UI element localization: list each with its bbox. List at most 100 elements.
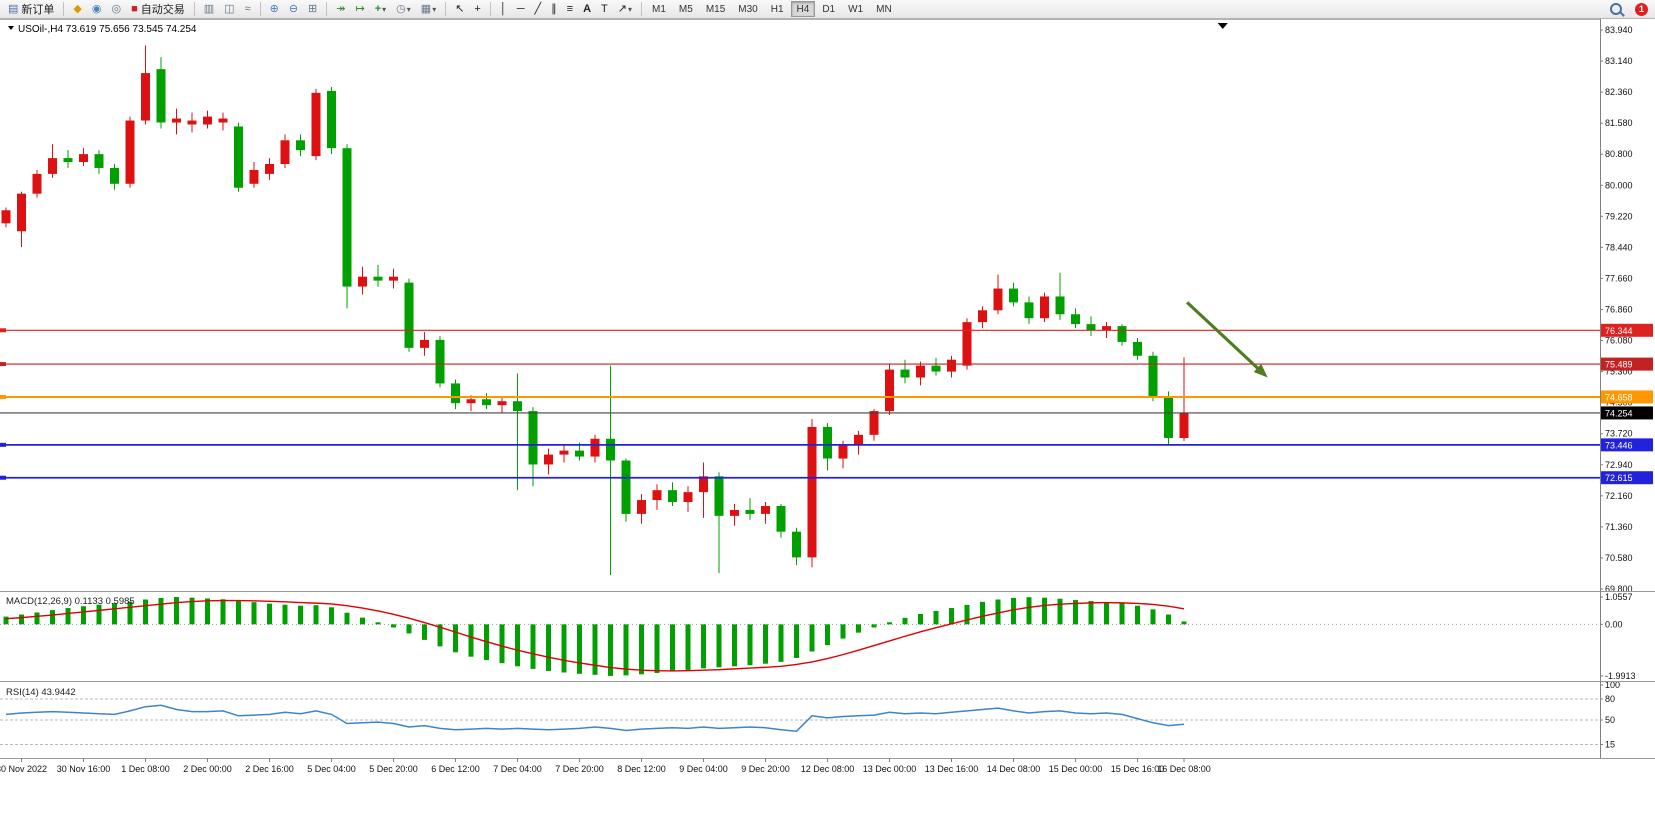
time-axis-label: 9 Dec 20:00 — [741, 764, 790, 774]
macd-bar — [143, 599, 148, 625]
hline-handle[interactable] — [0, 394, 6, 399]
fibonacci-button[interactable]: ≡ — [562, 1, 578, 18]
candle-body — [1040, 296, 1049, 319]
candle-body — [1133, 341, 1142, 356]
candle-body — [978, 310, 987, 323]
vertical-line-button[interactable]: │ — [495, 1, 512, 18]
candle-body — [48, 158, 57, 174]
candle-body — [218, 118, 228, 123]
periods-button[interactable]: ◷ ▾ — [391, 1, 416, 18]
macd-bar — [220, 599, 226, 625]
text-tool-button[interactable]: A — [578, 1, 596, 18]
macd-bar — [577, 624, 582, 674]
timeframe-w1[interactable]: W1 — [842, 1, 869, 17]
macd-bar — [608, 624, 613, 676]
price-axis-label: 79.220 — [1605, 211, 1633, 221]
time-axis-label: 13 Dec 16:00 — [925, 764, 979, 774]
trendline-button[interactable]: ╱ — [530, 1, 547, 18]
candle-body — [745, 509, 755, 514]
timeframe-buttons: M1 M5 M15 M30 H1 H4 D1 W1 MN — [646, 1, 898, 17]
svg-text:75.489: 75.489 — [1605, 360, 1633, 370]
notification-badge[interactable]: 1 — [1635, 2, 1648, 16]
timeframe-m30[interactable]: M30 — [732, 1, 763, 17]
bars-chart-button[interactable]: ▥ — [199, 1, 219, 18]
candle-body — [792, 531, 801, 558]
horizontal-line-button[interactable]: ─ — [512, 1, 530, 18]
dropdown-arrow-icon: ▾ — [432, 4, 437, 14]
timeframe-h1[interactable]: H1 — [765, 1, 790, 17]
time-axis[interactable]: 30 Nov 2022 30 Nov 16:00 1 Dec 08:00 2 Dec … — [0, 758, 1211, 774]
macd-bar — [1135, 605, 1140, 625]
arrow-annotation[interactable] — [1186, 301, 1268, 378]
label-tool-button[interactable]: T — [596, 1, 613, 18]
rsi-axis-label: 50 — [1605, 715, 1615, 725]
toolbar-divider — [489, 2, 491, 16]
price-axis-label: 75.300 — [1605, 367, 1633, 377]
timeframe-m15[interactable]: M15 — [700, 1, 731, 17]
cursor-button[interactable]: ↖ — [450, 1, 469, 18]
macd-bar — [437, 624, 443, 647]
current-price-tag — [1601, 406, 1653, 420]
line-chart-button[interactable]: ≈ — [240, 1, 256, 18]
price-chart[interactable]: USOil-,H4 73.619 75.656 73.545 74.254 MAC… — [0, 19, 1655, 822]
timeframe-m1[interactable]: M1 — [646, 1, 672, 17]
price-axis-label: 69.800 — [1605, 584, 1633, 594]
templates-button[interactable]: ▦ ▾ — [416, 1, 441, 18]
candle-body — [420, 339, 429, 348]
timeframe-mn[interactable]: MN — [870, 1, 898, 17]
zoom-in-button[interactable]: ⊕ — [265, 1, 284, 18]
hline-handle[interactable] — [0, 475, 6, 480]
arrows-tool-button[interactable]: ↗ ▾ — [613, 1, 637, 18]
candle-body — [1164, 397, 1173, 438]
autotrading-button[interactable]: ■ 自动交易 — [126, 1, 190, 18]
candle-body — [730, 509, 739, 516]
time-axis-label: 15 Dec 00:00 — [1049, 764, 1103, 774]
macd-bar — [778, 624, 784, 662]
macd-bar — [1026, 597, 1032, 625]
dropdown-arrow-icon: ▾ — [382, 4, 387, 14]
macd-bar — [468, 624, 474, 657]
new-order-button[interactable]: ▤ 新订单 — [3, 1, 59, 18]
chart-shift-marker[interactable] — [1217, 23, 1228, 29]
candle-body — [497, 401, 507, 406]
mql5-button[interactable]: ◆ — [68, 1, 86, 18]
macd-bar — [887, 622, 892, 625]
hlines-layer — [0, 328, 1600, 480]
candle-body — [110, 167, 119, 184]
timeframe-h4[interactable]: H4 — [790, 1, 816, 17]
hline-handle[interactable] — [0, 442, 6, 447]
timeframe-d1[interactable]: D1 — [816, 1, 841, 17]
macd-axis-label: -1.9913 — [1605, 671, 1636, 681]
macd-bar — [251, 602, 257, 625]
candle-body — [1102, 326, 1111, 331]
indicators-button[interactable]: + ▾ — [370, 1, 391, 18]
macd-bar — [96, 604, 102, 625]
time-axis-label: 12 Dec 08:00 — [801, 764, 855, 774]
zoom-out-button[interactable]: ⊖ — [284, 1, 303, 18]
auto-scroll-button[interactable]: ↠ — [331, 1, 350, 18]
hline-handle[interactable] — [0, 362, 6, 367]
macd-bar — [282, 604, 288, 625]
macd-bar — [530, 624, 536, 669]
macd-bar — [19, 614, 24, 625]
chat-button[interactable]: ◎ — [106, 1, 126, 18]
svg-text:73.446: 73.446 — [1605, 440, 1633, 450]
macd-bar — [1057, 598, 1063, 625]
hline-handle[interactable] — [0, 328, 6, 333]
search-button[interactable] — [1605, 1, 1627, 18]
macd-bar — [918, 614, 923, 625]
community-button[interactable]: ◉ — [87, 1, 107, 18]
timeframe-m5[interactable]: M5 — [673, 1, 699, 17]
macd-bar — [933, 610, 939, 625]
search-icon — [1610, 3, 1622, 15]
crosshair-button[interactable]: + — [469, 1, 485, 18]
chart-shift-button[interactable]: ↦ — [350, 1, 369, 18]
tile-windows-button[interactable]: ⊞ — [303, 1, 322, 18]
price-tag — [1601, 357, 1653, 371]
price-tag — [1601, 323, 1653, 337]
channel-button[interactable]: ∥ — [546, 1, 562, 18]
candles-chart-button[interactable]: ◫ — [219, 1, 239, 18]
time-axis-label: 6 Dec 12:00 — [431, 764, 480, 774]
macd-axis-label: 1.0557 — [1605, 592, 1633, 602]
price-axis-label: 81.580 — [1605, 118, 1633, 128]
